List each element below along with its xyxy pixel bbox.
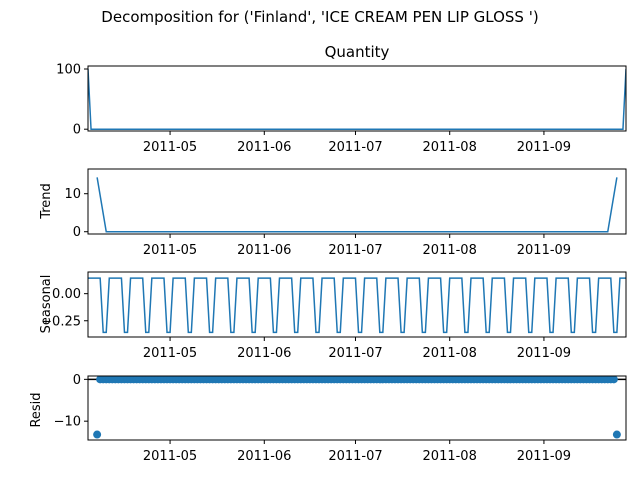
quantity-panel: Quantity 0 100 2011-05 2011-06 2011-07 2011-0… [56,43,627,155]
resid-point [609,376,618,384]
x-tick-label: 2011-06 [237,140,291,155]
x-tick-label: 2011-05 [143,140,197,155]
x-tick-label: 2011-08 [423,140,477,155]
resid-point [612,430,621,439]
x-tick-label: 2011-09 [517,243,571,258]
axes-frame-2 [87,271,627,338]
seasonal-panel: Seasonal 0.00 −0.25 2011-05 2011-06 2011-07 2… [39,271,627,361]
resid-ylabel: Resid [29,392,44,427]
x-tick-label: 2011-08 [423,449,477,464]
y-tick-label: 0 [73,225,81,240]
y-tick-label: 100 [56,63,81,78]
x-tick-label: 2011-09 [517,449,571,464]
axes-frame-1 [87,168,627,235]
quantity-panel-title: Quantity [325,43,390,61]
y-tick-label: 10 [64,187,81,202]
x-tick-label: 2011-05 [143,243,197,258]
seasonal-line [88,277,626,334]
y-tick-label: 0.00 [52,287,81,302]
x-tick-label: 2011-09 [517,140,571,155]
x-tick-label: 2011-05 [143,346,197,361]
x-tick-label: 2011-07 [328,140,382,155]
plot-area-2 [88,277,626,334]
x-tick-label: 2011-09 [517,346,571,361]
trend-ylabel: Trend [39,183,54,220]
trend-panel: Trend 0 10 2011-05 2011-06 2011-07 2011-08 201… [39,168,627,258]
series-line-1 [96,177,618,233]
y-tick-label: 0 [73,123,81,138]
x-tick-label: 2011-08 [423,243,477,258]
x-tick-label: 2011-06 [237,243,291,258]
resid-point [93,430,102,439]
y-tick-label: 0 [73,373,81,388]
x-tick-label: 2011-07 [328,346,382,361]
seasonal-ylabel: Seasonal [39,275,54,334]
axes-frame-0 [87,65,627,132]
plot-area-3 [88,376,626,439]
plot-area-1 [96,177,618,233]
x-tick-label: 2011-05 [143,449,197,464]
y-tick-label: −10 [54,415,81,430]
resid-panel: Resid 0 −10 2011-05 2011-06 2011-07 2011-08 20… [29,373,627,464]
axes-frame-3 [87,375,627,441]
x-tick-label: 2011-07 [328,243,382,258]
series-line-0 [88,68,626,130]
figure-title: Decomposition for ('Finland', 'ICE CREAM… [101,8,538,26]
plot-area-0 [88,68,626,130]
x-tick-label: 2011-06 [237,449,291,464]
y-tick-label: −0.25 [41,314,81,329]
x-tick-label: 2011-06 [237,346,291,361]
x-tick-label: 2011-08 [423,346,477,361]
x-tick-label: 2011-07 [328,449,382,464]
